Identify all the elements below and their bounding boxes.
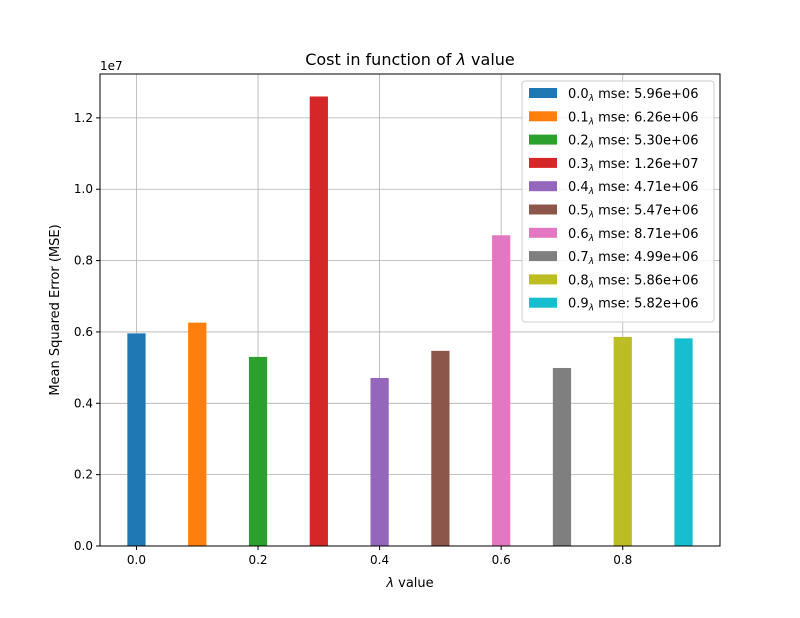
legend-item: 0.2λ mse: 5.30e+06 [529, 134, 698, 151]
legend-label-mse: mse: 5.82e+06 [594, 297, 698, 312]
legend-box [521, 80, 715, 323]
y-tick-label: 0.4 [74, 396, 93, 410]
bar-0-9 [674, 338, 693, 546]
legend-label: 0.3λ mse: 1.26e+07 [568, 157, 698, 174]
legend-swatch [529, 88, 557, 98]
legend-label: 0.2λ mse: 5.30e+06 [568, 134, 698, 151]
legend-swatch [529, 181, 557, 192]
legend-label-subscript: λ [588, 141, 594, 151]
bar-0-6 [492, 235, 511, 546]
legend-label: 0.4λ mse: 4.71e+06 [568, 180, 698, 197]
legend-label-mse: mse: 8.71e+06 [594, 227, 698, 242]
legend-item: 0.7λ mse: 4.99e+06 [529, 250, 698, 267]
legend-label-subscript: λ [588, 211, 594, 221]
legend-label: 0.6λ mse: 8.71e+06 [568, 227, 698, 244]
legend: 0.0λ mse: 5.96e+060.1λ mse: 6.26e+060.2λ… [521, 80, 715, 323]
legend-swatch [529, 251, 557, 262]
legend-label-subscript: λ [588, 304, 594, 314]
legend-swatch [529, 134, 557, 145]
legend-label-subscript: λ [588, 117, 594, 127]
legend-label-mse: mse: 4.71e+06 [594, 180, 698, 195]
legend-label-mse: mse: 5.47e+06 [594, 204, 698, 219]
legend-item: 0.8λ mse: 5.86e+06 [529, 273, 698, 290]
plot-frame [99, 73, 721, 547]
legend-label-value: 0.7 [568, 250, 589, 265]
bar-0-5 [431, 350, 450, 546]
y-tick-label: 1.0 [74, 182, 93, 196]
y-tick-label: 1.2 [74, 111, 93, 125]
legend-swatch [529, 297, 557, 308]
y-axis-label: Mean Squared Error (MSE) [48, 224, 63, 395]
legend-label-subscript: λ [588, 164, 594, 174]
legend-label: 0.1λ mse: 6.26e+06 [568, 110, 698, 127]
bar-series [127, 96, 693, 546]
axis-ticks: 0.0 0.2 0.4 0.6 0.8 0.0 0.2 0.4 0.6 0.8 1.0 1.2 [74, 111, 632, 567]
legend-item: 0.9λ mse: 5.82e+06 [529, 297, 698, 314]
x-tick-label: 0.8 [613, 553, 632, 567]
legend-label-value: 0.3 [568, 157, 589, 172]
legend-label-mse: mse: 1.26e+07 [594, 157, 698, 172]
legend-label-subscript: λ [588, 187, 594, 197]
legend-item: 0.6λ mse: 8.71e+06 [529, 227, 698, 244]
legend-label-value: 0.5 [568, 204, 589, 219]
legend-swatch [529, 111, 557, 122]
legend-label-subscript: λ [588, 234, 594, 244]
x-tick-label: 0.6 [492, 553, 511, 567]
bar-0-4 [370, 377, 389, 546]
x-tick-label: 0.2 [248, 553, 267, 567]
chart-title: Cost in function of λ value [305, 50, 515, 69]
legend-label: 0.9λ mse: 5.82e+06 [568, 297, 698, 314]
legend-label-subscript: λ [588, 94, 594, 104]
x-axis-label: λ value [385, 576, 433, 591]
legend-swatch [529, 157, 557, 168]
legend-label-mse: mse: 4.99e+06 [594, 250, 698, 265]
legend-label-mse: mse: 5.30e+06 [594, 134, 698, 149]
bar-0-1 [188, 322, 207, 546]
legend-item: 0.4λ mse: 4.71e+06 [529, 180, 698, 197]
chart-title-prefix: Cost in function of [305, 50, 456, 69]
legend-item: 0.1λ mse: 6.26e+06 [529, 110, 698, 127]
chart-title-suffix: value [466, 50, 515, 69]
legend-swatch [529, 274, 557, 285]
y-tick-label: 0.0 [74, 539, 93, 553]
chart-title-symbol: λ [456, 50, 466, 69]
legend-label: 0.8λ mse: 5.86e+06 [568, 273, 698, 290]
legend-label: 0.5λ mse: 5.47e+06 [568, 204, 698, 221]
legend-label-value: 0.6 [568, 227, 589, 242]
legend-item: 0.0λ mse: 5.96e+06 [529, 87, 698, 104]
bar-0-7 [552, 367, 572, 546]
legend-item: 0.5λ mse: 5.47e+06 [529, 204, 698, 221]
legend-label-subscript: λ [588, 257, 594, 267]
y-axis-offset-label: 1e7 [100, 59, 123, 73]
legend-label-mse: mse: 6.26e+06 [594, 110, 698, 125]
legend-label-value: 0.1 [568, 110, 589, 125]
y-tick-label: 0.8 [74, 254, 93, 268]
legend-item: 0.3λ mse: 1.26e+07 [529, 157, 698, 174]
legend-label-value: 0.9 [568, 297, 589, 312]
legend-label-value: 0.4 [568, 180, 589, 195]
y-tick-label: 0.2 [74, 468, 93, 482]
legend-label-value: 0.2 [568, 134, 589, 149]
x-tick-label: 0.0 [127, 553, 146, 567]
x-tick-label: 0.4 [370, 553, 389, 567]
x-axis-label-symbol: λ [385, 576, 394, 591]
y-tick-label: 0.6 [74, 325, 93, 339]
legend-label-value: 0.8 [568, 273, 589, 288]
bar-0-3 [309, 96, 328, 546]
legend-label: 0.7λ mse: 4.99e+06 [568, 250, 698, 267]
legend-label-subscript: λ [588, 280, 594, 290]
legend-swatch [529, 227, 557, 238]
bar-0-2 [248, 356, 268, 546]
bar-0-0 [127, 333, 146, 546]
legend-label-mse: mse: 5.96e+06 [594, 87, 698, 102]
legend-label-value: 0.0 [568, 87, 589, 102]
x-axis-label-suffix: value [394, 576, 434, 591]
legend-swatch [529, 204, 557, 215]
legend-label: 0.0λ mse: 5.96e+06 [568, 87, 698, 104]
legend-label-mse: mse: 5.86e+06 [594, 273, 698, 288]
bar-0-8 [613, 336, 632, 546]
